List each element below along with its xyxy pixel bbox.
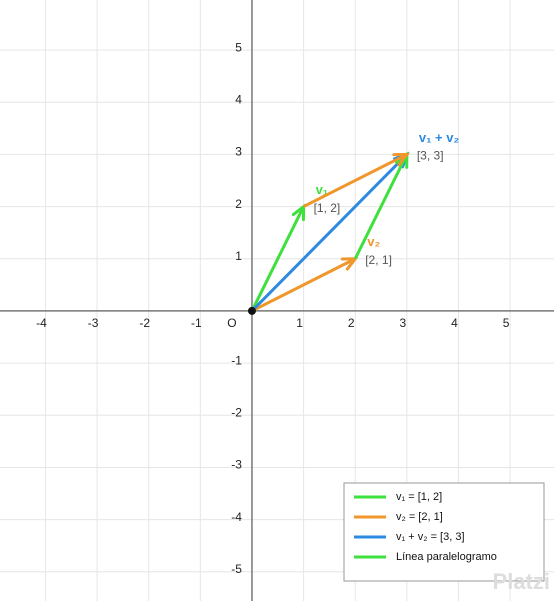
arrow-head [340, 257, 359, 271]
y-tick-label: 1 [235, 249, 242, 263]
legend-label: v₁ + v₂ = [3, 3] [396, 531, 465, 543]
legend-label: Línea paralelogramo [396, 551, 497, 563]
legend-label: v₂ = [2, 1] [396, 511, 443, 523]
vector-line [250, 205, 305, 312]
x-tick-label: 5 [503, 316, 510, 330]
y-tick-label: 3 [235, 145, 242, 159]
vector-label: v₂ [367, 234, 380, 249]
vector-coord-label: [1, 2] [314, 201, 341, 215]
vector-line [353, 153, 409, 260]
legend-label: v₁ = [1, 2] [396, 491, 442, 503]
origin-label: O [227, 316, 236, 330]
y-tick-label: 2 [235, 197, 242, 211]
x-tick-label: 2 [348, 316, 355, 330]
y-tick-label: -5 [231, 562, 242, 576]
x-tick-label: 4 [451, 316, 458, 330]
origin-point [247, 306, 256, 315]
x-tick-label: 3 [400, 316, 407, 330]
y-tick-label: -3 [231, 458, 242, 472]
y-tick-label: -1 [231, 353, 242, 367]
vector-line [251, 257, 356, 313]
y-tick-label: 5 [235, 40, 242, 54]
x-tick-label: -4 [36, 316, 47, 330]
vector-line [302, 153, 408, 208]
vector-coord-label: [2, 1] [365, 253, 392, 267]
x-tick-label: -3 [88, 316, 99, 330]
x-tick-label: -2 [139, 316, 150, 330]
watermark: Platzi [493, 569, 550, 594]
x-tick-label: -1 [191, 316, 202, 330]
legend-box [343, 482, 545, 582]
vector-line [250, 153, 408, 312]
vector-coord-label: [3, 3] [417, 149, 444, 163]
y-tick-label: 4 [235, 92, 242, 106]
vector-label: v₁ [316, 182, 329, 197]
vector-label: v₁ + v₂ [419, 130, 460, 145]
arrow-head [392, 152, 410, 167]
y-tick-label: -4 [231, 510, 242, 524]
arrow-head [291, 203, 306, 222]
y-tick-label: -2 [231, 405, 242, 419]
x-tick-label: 1 [296, 316, 303, 330]
